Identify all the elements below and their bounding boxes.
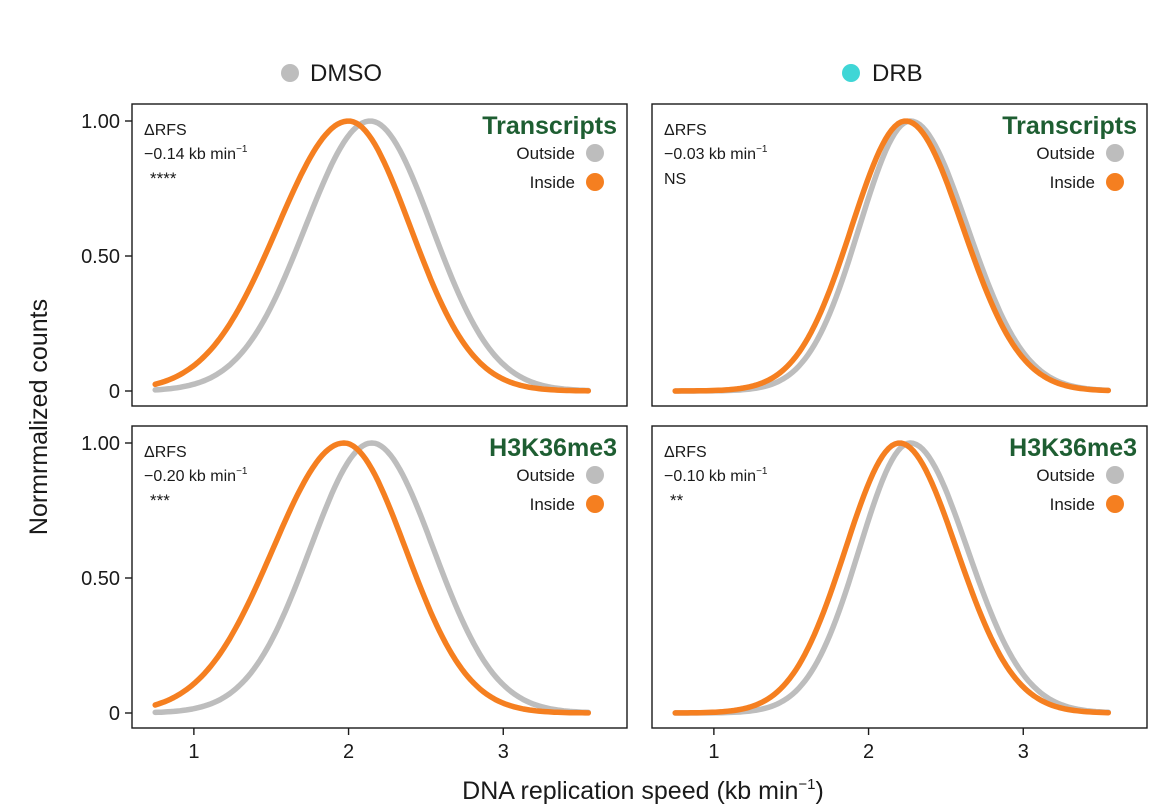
delta-rfs-sup: −1 — [236, 144, 248, 155]
delta-rfs-value: −0.03 kb min−1 — [664, 144, 768, 163]
y-tick-label: 1.00 — [81, 433, 120, 455]
condition-legend: DMSO DRB — [281, 60, 923, 87]
legend-label-inside: Inside — [530, 173, 575, 192]
x-tick-label: 2 — [343, 741, 354, 763]
y-tick-label: 0.50 — [81, 246, 120, 268]
series-line-outside — [152, 440, 592, 716]
panel-1: 1.00 0.50 0 ΔRFS −0.14 kb min−1 **** Transcrip… — [81, 103, 628, 407]
delta-rfs-label: ΔRFS — [144, 444, 187, 461]
x-tick-label: 2 — [863, 741, 874, 763]
panel-frame — [651, 425, 1148, 729]
legend-label-outside: Outside — [1036, 144, 1095, 163]
delta-rfs-sup: −1 — [756, 144, 768, 155]
delta-rfs-number: −0.10 kb min — [664, 468, 756, 485]
series-line-outside — [152, 118, 592, 394]
panel-3: 1.00 0.50 0 1 2 3 ΔRFS −0.20 kb min−1 *** H3K36me… — [81, 425, 628, 763]
significance-marker: NS — [664, 171, 686, 188]
y-tick-label: 1.00 — [81, 111, 120, 133]
legend-dot-outside — [1106, 144, 1124, 162]
x-axis-title-close: ) — [816, 777, 824, 805]
x-tick-label: 3 — [1018, 741, 1029, 763]
panel-title: H3K36me3 — [1009, 434, 1137, 462]
series-line-inside — [152, 118, 592, 394]
legend-dot-inside — [586, 173, 604, 191]
significance-marker: *** — [150, 491, 170, 510]
legend-dot-inside — [586, 495, 604, 513]
delta-rfs-number: −0.14 kb min — [144, 146, 236, 163]
series-line-outside — [672, 440, 1112, 716]
dmso-legend-dot — [281, 64, 299, 82]
drb-legend-dot — [842, 64, 860, 82]
legend-label-outside: Outside — [516, 144, 575, 163]
delta-rfs-label: ΔRFS — [664, 122, 707, 139]
x-axis-title-main: DNA replication speed (kb min — [462, 777, 798, 805]
y-tick-label: 0.50 — [81, 568, 120, 590]
legend-dot-outside — [1106, 466, 1124, 484]
delta-rfs-sup: −1 — [756, 466, 768, 477]
dmso-legend-label: DMSO — [310, 60, 382, 87]
x-axis-title: DNA replication speed (kb min−1) — [462, 776, 824, 805]
panel-title: Transcripts — [482, 112, 617, 140]
panel-title: Transcripts — [1002, 112, 1137, 140]
significance-marker: ** — [670, 491, 684, 510]
legend-label-outside: Outside — [1036, 466, 1095, 485]
legend-dot-outside — [586, 466, 604, 484]
delta-rfs-value: −0.10 kb min−1 — [664, 466, 768, 485]
panel-frame — [131, 425, 628, 729]
y-axis-title: Normrmalized counts — [25, 299, 53, 535]
series-line-inside — [152, 440, 592, 716]
x-tick-label: 3 — [498, 741, 509, 763]
panel-frame — [131, 103, 628, 407]
x-axis-title-sup: −1 — [798, 776, 815, 793]
y-tick-label: 0 — [109, 703, 120, 725]
x-tick-label: 1 — [708, 741, 719, 763]
legend-label-inside: Inside — [1050, 173, 1095, 192]
legend-label-inside: Inside — [1050, 495, 1095, 514]
legend-dot-inside — [1106, 173, 1124, 191]
delta-rfs-number: −0.20 kb min — [144, 468, 236, 485]
legend-dot-inside — [1106, 495, 1124, 513]
significance-marker: **** — [150, 169, 177, 188]
legend-label-inside: Inside — [530, 495, 575, 514]
delta-rfs-value: −0.14 kb min−1 — [144, 144, 248, 163]
panel-2: ΔRFS −0.03 kb min−1 NS Transcripts Outside In… — [651, 103, 1148, 407]
legend-dot-outside — [586, 144, 604, 162]
drb-legend-label: DRB — [872, 60, 923, 87]
legend-label-outside: Outside — [516, 466, 575, 485]
series-line-inside — [672, 118, 1112, 394]
panel-title: H3K36me3 — [489, 434, 617, 462]
delta-rfs-value: −0.20 kb min−1 — [144, 466, 248, 485]
panel-frame — [651, 103, 1148, 407]
delta-rfs-label: ΔRFS — [144, 122, 187, 139]
series-line-inside — [672, 440, 1112, 716]
x-tick-label: 1 — [188, 741, 199, 763]
y-tick-label: 0 — [109, 381, 120, 403]
delta-rfs-number: −0.03 kb min — [664, 146, 756, 163]
delta-rfs-sup: −1 — [236, 466, 248, 477]
panel-4: 1 2 3 ΔRFS −0.10 kb min−1 ** H3K36me3 Outside In… — [651, 425, 1148, 763]
delta-rfs-label: ΔRFS — [664, 444, 707, 461]
